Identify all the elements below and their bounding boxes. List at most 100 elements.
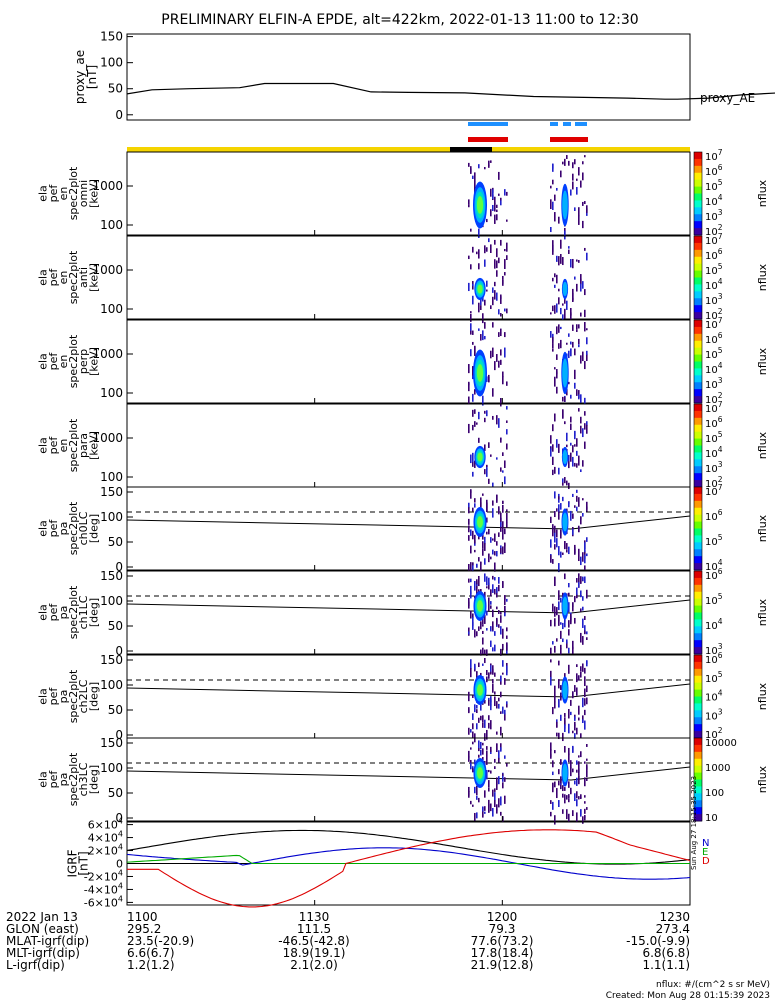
heatmap-cell: [472, 766, 474, 770]
heatmap-cell: [490, 640, 492, 647]
colorbar-segment: [694, 542, 702, 550]
heatmap-cell: [572, 456, 574, 467]
heatmap-cell: [500, 726, 502, 736]
loss-cone-line: [126, 599, 691, 614]
heatmap-cell: [586, 758, 588, 761]
heatmap-marks: [468, 740, 588, 825]
colorbar-tick-label: 105: [705, 262, 723, 277]
heatmap-cell: [580, 312, 582, 317]
heatmap-cell: [490, 305, 492, 310]
heatmap-cell: [568, 546, 570, 555]
colorbar-segment: [694, 535, 702, 543]
ylabel-line: pa: [57, 690, 70, 704]
heatmap-core: [477, 452, 483, 462]
heatmap-cell: [566, 432, 568, 442]
colorbar-segment: [694, 605, 702, 613]
heatmap-cell: [492, 508, 494, 518]
heatmap-cell: [558, 614, 560, 622]
heatmap-cell: [502, 672, 504, 675]
heatmap-cell: [556, 529, 558, 538]
heatmap-cell: [472, 424, 474, 431]
ytick-label: 100: [100, 594, 123, 608]
heatmap-cell: [488, 603, 490, 612]
heatmap-cell: [582, 719, 584, 724]
heatmap-cell: [496, 248, 498, 258]
heatmap-cell: [482, 541, 484, 549]
heatmap-cell: [562, 314, 564, 320]
heatmap-cell: [480, 502, 482, 510]
heatmap-cell: [558, 732, 560, 740]
heatmap-cell: [484, 806, 486, 811]
colorbar-tick-label: 107: [705, 148, 723, 163]
svg-text:elapefenspec2plotanti[keV]: elapefenspec2plotanti[keV]: [37, 250, 101, 304]
heatmap-cell: [506, 635, 508, 639]
colorbar-segment: [694, 521, 702, 529]
heatmap-cell: [500, 811, 502, 816]
heatmap-cell: [486, 649, 488, 656]
heatmap-cell: [574, 159, 576, 165]
heatmap-cell: [506, 381, 508, 386]
heatmap-cell: [494, 588, 496, 595]
heatmap-cell: [576, 727, 578, 735]
heatmap-cell: [570, 760, 572, 769]
heatmap-cell: [578, 390, 580, 398]
heatmap-cell: [574, 462, 576, 467]
heatmap-cell: [494, 696, 496, 707]
heatmap-cell: [554, 466, 556, 474]
heatmap-cell: [584, 709, 586, 716]
heatmap-cell: [498, 171, 500, 180]
colorbar-segment: [694, 563, 702, 571]
heatmap-cell: [556, 638, 558, 642]
heatmap-cell: [474, 534, 476, 544]
heatmap-cell: [550, 331, 552, 338]
heatmap-cell: [566, 641, 568, 649]
heatmap-cell: [492, 500, 494, 506]
ylabel-line: pef: [47, 184, 60, 203]
science-bar-red-2: [550, 137, 588, 142]
heatmap-cell: [490, 671, 492, 675]
heatmap-cell: [572, 341, 574, 348]
heatmap-cell: [474, 759, 476, 765]
ytick-label: 100: [100, 386, 123, 400]
ylabel-line: en: [57, 271, 70, 285]
heatmap-cell: [566, 155, 568, 159]
heatmap-cell: [494, 644, 496, 652]
panel-ylabel-omni: elapefenspec2plotomni[keV]: [37, 166, 101, 220]
heatmap-cell: [504, 755, 506, 759]
colorbar-segment: [694, 655, 702, 663]
heatmap-core: [476, 196, 484, 214]
ylabel-line: [deg]: [87, 682, 100, 711]
heatmap-cell: [578, 324, 580, 329]
heatmap-cell: [484, 543, 486, 551]
science-bar-red-1: [468, 137, 508, 142]
igrf-d-line: [127, 829, 691, 908]
igrf-ytick-label: 0: [116, 858, 123, 871]
annotation-value: 1.1(1.1): [642, 958, 690, 972]
heatmap-cell: [570, 711, 572, 716]
heatmap-cell: [478, 575, 480, 579]
heatmap-cell: [480, 749, 482, 756]
annotation-value: 111.5: [297, 922, 331, 936]
heatmap-cell: [478, 626, 480, 631]
heatmap-cell: [580, 809, 582, 817]
ylabel-line: ela: [37, 520, 50, 537]
heatmap-cell: [578, 497, 580, 507]
svg-text:elapefpaspec2plotch0LC[deg]: elapefpaspec2plotch0LC[deg]: [37, 501, 101, 555]
heatmap-cell: [556, 255, 558, 262]
heatmap-cell: [576, 664, 578, 668]
heatmap-cell: [500, 197, 502, 201]
heatmap-cell: [474, 788, 476, 794]
heatmap-cell: [552, 348, 554, 352]
heatmap-cell: [586, 685, 588, 693]
colorbar-segment: [694, 228, 702, 236]
heatmap-cell: [574, 617, 576, 624]
science-bar-blue-4: [575, 122, 587, 126]
colorbar-segment: [694, 751, 702, 760]
colorbar-tick-label: 104: [705, 193, 723, 208]
heatmap-cell: [578, 775, 580, 785]
heatmap-cell: [584, 761, 586, 764]
heatmap-cell: [550, 647, 552, 654]
heatmap-cell: [472, 452, 474, 463]
heatmap-cell: [498, 532, 500, 537]
colorbar-segment: [694, 375, 702, 383]
